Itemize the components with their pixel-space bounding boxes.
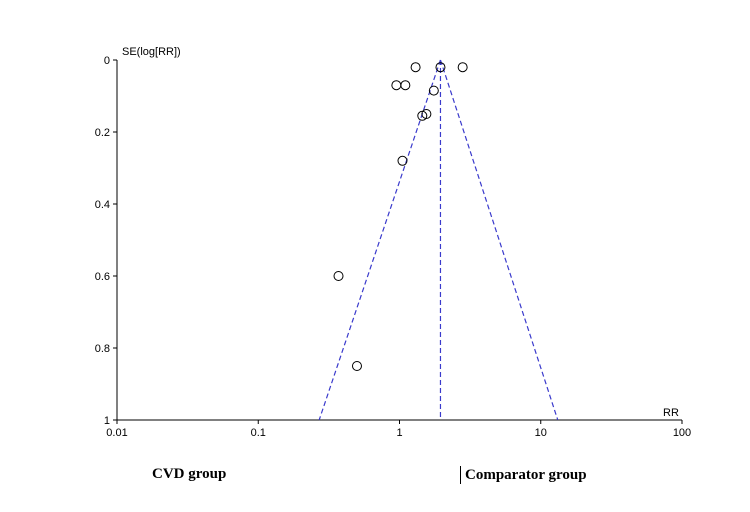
y-tick-label: 0.6 [95,271,110,283]
funnel-upper-bound [439,59,559,421]
left-group-label: CVD group [152,466,227,482]
data-point [428,85,439,96]
x-tick-label: 0.1 [251,427,266,439]
funnel-lower-bound [318,59,442,421]
data-point [457,62,468,73]
x-tick-label: 1 [396,427,402,439]
data-point [391,80,402,91]
y-tick-label: 1 [104,415,110,427]
x-axis-title: RR [663,407,679,419]
y-axis-title: SE(log[RR]) [122,46,181,58]
y-tick-label: 0.4 [95,199,110,211]
y-tick-label: 0 [104,55,110,67]
data-point [333,271,344,281]
data-point [397,155,408,166]
x-tick-label: 100 [673,427,691,439]
funnel-lines [318,59,559,421]
y-tick-label: 0.8 [95,343,110,355]
right-group-label: Comparator group [460,466,587,484]
data-point [400,80,411,91]
data-points [333,62,468,371]
y-tick-label: 0.2 [95,127,110,139]
data-point [435,62,446,73]
axes: 00.20.40.60.810.01 0.1 1 10 100 [95,55,691,439]
x-tick-label: 0.01 [106,427,127,439]
data-point [417,110,428,121]
x-tick-label: 10 [535,427,547,439]
data-point [410,62,421,73]
data-point [351,361,362,371]
